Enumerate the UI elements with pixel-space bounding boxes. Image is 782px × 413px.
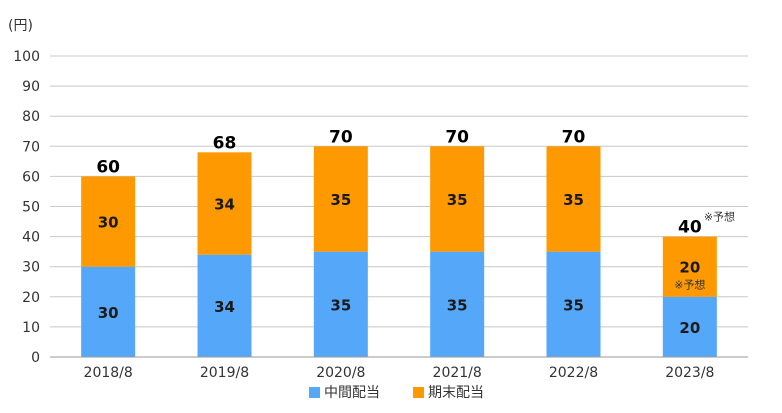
bar-year-end xyxy=(313,146,368,252)
y-tick-label: 90 xyxy=(22,79,40,95)
bar-interim xyxy=(81,266,136,357)
bar-value-label: 35 xyxy=(563,296,584,314)
bar-value-label: 34 xyxy=(214,195,235,213)
x-tick-label: 2021/8 xyxy=(433,365,482,381)
bar-total-label: 40 xyxy=(678,218,702,238)
x-tick-label: 2020/8 xyxy=(316,365,365,381)
bar-year-end xyxy=(81,176,136,267)
bar-value-label: 34 xyxy=(214,298,235,316)
x-tick-label: 2019/8 xyxy=(200,365,249,381)
bar-value-label: 35 xyxy=(330,296,351,314)
bar-value-label: 35 xyxy=(563,191,584,209)
forecast-note: ※予想 xyxy=(704,210,735,224)
bar-year-end xyxy=(197,152,252,255)
legend-label-interim: 中間配当 xyxy=(324,385,380,401)
gridlines xyxy=(50,55,748,328)
y-tick-label: 80 xyxy=(22,109,40,125)
bar-total-label: 60 xyxy=(96,157,120,177)
y-tick-label: 40 xyxy=(22,230,40,246)
bar-interim xyxy=(313,251,368,357)
y-tick-label: 20 xyxy=(22,290,40,306)
bar-year-end xyxy=(546,146,601,252)
x-tick-label: 2022/8 xyxy=(549,365,598,381)
y-tick-label: 30 xyxy=(22,260,40,276)
y-tick-label: 10 xyxy=(22,320,40,336)
legend-swatch-interim xyxy=(309,387,320,398)
bar-value-label: 30 xyxy=(98,214,119,232)
legend: 中間配当 期末配当 xyxy=(309,385,484,401)
x-tick-label: 2018/8 xyxy=(84,365,133,381)
bar-year-end xyxy=(662,236,717,297)
bar-interim xyxy=(662,296,717,357)
y-tick-label: 100 xyxy=(13,49,40,65)
bar-total-label: 70 xyxy=(329,127,353,147)
bar-year-end xyxy=(430,146,485,252)
y-tick-label: 70 xyxy=(22,139,40,155)
bar-interim xyxy=(546,251,601,357)
bar-value-label: 35 xyxy=(447,296,468,314)
bar-interim xyxy=(197,254,252,357)
bar-value-label: 35 xyxy=(330,191,351,209)
bar-total-label: 68 xyxy=(213,133,237,153)
bar-value-label: 35 xyxy=(447,191,468,209)
legend-label-year-end: 期末配当 xyxy=(428,385,484,401)
bar-value-label: 20 xyxy=(679,259,700,277)
y-axis-ticks: 0 10 20 30 40 50 60 70 80 90 100 xyxy=(13,49,40,366)
bar-value-label: 20 xyxy=(679,319,700,337)
y-tick-label: 60 xyxy=(22,169,40,185)
bar-interim xyxy=(430,251,485,357)
bar-value-label: 30 xyxy=(98,304,119,322)
y-tick-label: 50 xyxy=(22,200,40,216)
bar-total-label: 70 xyxy=(445,127,469,147)
y-tick-label: 0 xyxy=(31,350,40,366)
x-axis-ticks: 2018/8 2019/8 2020/8 2021/8 2022/8 2023/8 xyxy=(84,365,715,381)
legend-swatch-year-end xyxy=(413,387,424,398)
bar-total-label: 70 xyxy=(562,127,586,147)
y-axis-unit-label: (円) xyxy=(8,18,33,34)
x-tick-label: 2023/8 xyxy=(665,365,714,381)
bars: 3030603434683535703535703535702020※予想40※… xyxy=(81,127,735,357)
forecast-note: ※予想 xyxy=(674,278,705,292)
